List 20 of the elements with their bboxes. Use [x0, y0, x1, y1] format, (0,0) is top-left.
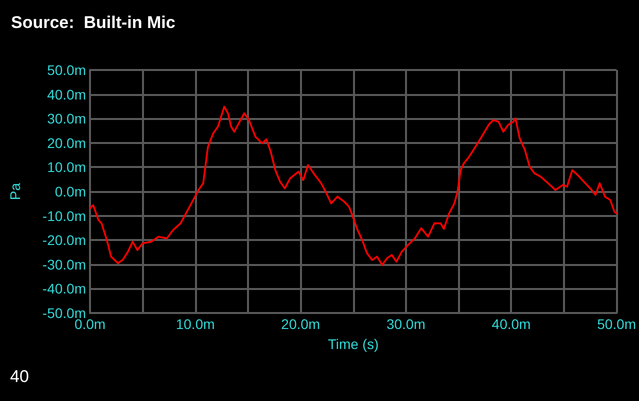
x-tick-label: 10.0m: [176, 316, 215, 332]
y-tick-label: -30.0m: [42, 256, 86, 272]
line-series: [89, 106, 618, 266]
y-tick-label: -40.0m: [42, 280, 86, 297]
chart-title: Source: Built-in Mic: [11, 13, 176, 32]
y-tick-label: 20.0m: [47, 134, 86, 151]
y-tick-label: 0.0m: [54, 184, 86, 200]
x-tick-label: 40.0m: [492, 316, 531, 332]
x-tick-label: 50.0m: [597, 316, 636, 332]
x-tick-label: 20.0m: [281, 316, 320, 332]
y-axis-title: Pa: [7, 182, 23, 200]
x-axis-title: Time (s): [328, 336, 379, 352]
y-tick-label: 30.0m: [47, 110, 86, 127]
y-tick-label: 40.0m: [47, 86, 86, 102]
text: 40: [10, 367, 29, 386]
y-tick-label: 10.0m: [47, 159, 86, 176]
x-tick-label: 30.0m: [386, 316, 426, 332]
y-tick-label: 50.0m: [47, 62, 86, 78]
y-tick-label: -20.0m: [42, 232, 86, 248]
y-tick-label: -10.0m: [42, 208, 86, 224]
